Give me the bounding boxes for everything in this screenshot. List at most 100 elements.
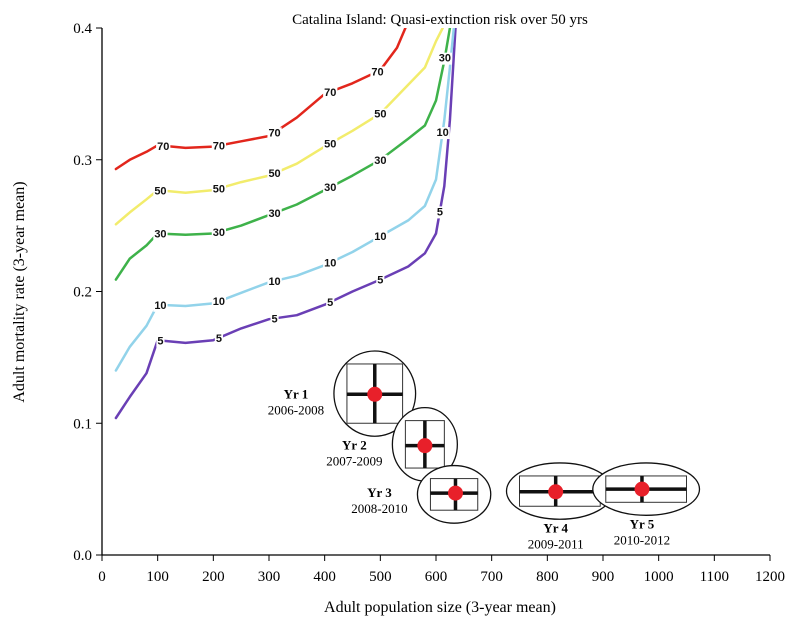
contour-label-bg bbox=[156, 335, 165, 348]
series-5 bbox=[114, 28, 457, 420]
series-line-5 bbox=[114, 28, 457, 420]
contour-label-bg bbox=[373, 108, 388, 121]
contour-label-30-5: 30 bbox=[439, 53, 451, 65]
observation-label: Yr 3 bbox=[367, 485, 392, 500]
contour-label-bg bbox=[267, 168, 282, 181]
x-tick-label: 500 bbox=[369, 569, 392, 585]
observation-point bbox=[548, 484, 564, 500]
contour-label-bg bbox=[270, 313, 279, 326]
observation-point bbox=[634, 481, 650, 497]
contour-label-70-1: 70 bbox=[213, 141, 225, 153]
observation-range: 2006-2008 bbox=[268, 402, 324, 417]
contour-label-30-2: 30 bbox=[268, 208, 280, 220]
contour-label-30-1: 30 bbox=[213, 227, 225, 239]
y-axis-label: Adult mortality rate (3-year mean) bbox=[11, 181, 28, 402]
contour-label-bg bbox=[211, 296, 227, 309]
x-tick-label: 600 bbox=[425, 569, 448, 585]
contour-label-70-0: 70 bbox=[157, 141, 169, 153]
contour-label-bg bbox=[156, 140, 171, 153]
contour-label-5-5: 5 bbox=[437, 206, 443, 218]
contour-label-50-4: 50 bbox=[374, 109, 386, 121]
x-tick-label: 0 bbox=[98, 569, 106, 585]
contour-label-bg bbox=[153, 228, 168, 241]
contour-label-bg bbox=[323, 182, 338, 195]
contour-label-5-0: 5 bbox=[157, 336, 163, 348]
contour-label-10-3: 10 bbox=[324, 258, 336, 270]
x-tick-label: 900 bbox=[592, 569, 615, 585]
chart-title: Catalina Island: Quasi-extinction risk o… bbox=[292, 12, 588, 28]
contour-label-30-4: 30 bbox=[374, 155, 386, 167]
observation-point bbox=[447, 485, 463, 501]
contour-label-10-4: 10 bbox=[374, 231, 386, 243]
contour-label-bg bbox=[326, 297, 335, 310]
contour-label-bg bbox=[153, 299, 168, 312]
y-tick-label: 0.2 bbox=[73, 285, 92, 301]
contour-label-bg bbox=[211, 226, 227, 239]
contour-label-bg bbox=[370, 66, 385, 79]
contour-label-bg bbox=[323, 138, 338, 151]
observation-range: 2007-2009 bbox=[326, 454, 382, 469]
x-tick-label: 1000 bbox=[644, 569, 674, 585]
observation-range: 2010-2012 bbox=[614, 532, 670, 547]
contour-label-10-1: 10 bbox=[213, 296, 225, 308]
contour-label-bg bbox=[376, 274, 385, 287]
series-line-30 bbox=[114, 28, 452, 281]
contour-label-bg bbox=[267, 275, 282, 288]
observation-label: Yr 1 bbox=[284, 386, 309, 401]
series-50 bbox=[114, 28, 444, 226]
contour-label-bg bbox=[267, 127, 282, 140]
axes: 0 100 200 300 400 500 600 700 800 900 1000 1100 1200… bbox=[73, 21, 785, 585]
contour-label-70-2: 70 bbox=[268, 127, 280, 139]
series-10 bbox=[114, 28, 456, 372]
contour-label-bg bbox=[373, 154, 388, 167]
x-tick-label: 800 bbox=[536, 569, 559, 585]
observation-range: 2009-2011 bbox=[528, 536, 584, 551]
observation-point bbox=[367, 386, 383, 402]
contour-label-bg bbox=[267, 207, 282, 220]
contour-label-bg bbox=[211, 183, 227, 196]
x-tick-label: 100 bbox=[146, 569, 169, 585]
series-line-10 bbox=[114, 28, 456, 372]
y-tick-label: 0.0 bbox=[73, 548, 92, 564]
series-30 bbox=[114, 28, 452, 281]
y-tick-label: 0.4 bbox=[73, 21, 92, 37]
contour-label-5-3: 5 bbox=[327, 297, 333, 309]
plot-area: 5 5 5 5 5 5 10 10 10 10 10 10 30 30 30 30 30 30 50 50 50 50 50… bbox=[114, 28, 701, 551]
contour-label-bg bbox=[373, 231, 388, 244]
contour-label-70-4: 70 bbox=[371, 66, 383, 78]
contour-label-5-4: 5 bbox=[377, 275, 383, 287]
contour-label-70-3: 70 bbox=[324, 87, 336, 99]
observation-label: Yr 4 bbox=[543, 520, 568, 535]
contour-label-bg bbox=[211, 140, 227, 153]
contour-label-5-1: 5 bbox=[216, 333, 222, 345]
contour-label-50-0: 50 bbox=[154, 185, 166, 197]
contour-label-bg bbox=[153, 185, 168, 198]
x-axis-label: Adult population size (3-year mean) bbox=[324, 599, 556, 616]
contour-label-5-2: 5 bbox=[272, 313, 278, 325]
contour-label-10-5: 10 bbox=[437, 127, 449, 139]
contour-label-bg bbox=[435, 206, 444, 219]
contour-label-bg bbox=[323, 86, 338, 99]
contour-label-30-0: 30 bbox=[154, 229, 166, 241]
observation-point bbox=[417, 438, 433, 454]
contour-label-10-0: 10 bbox=[154, 300, 166, 312]
x-tick-label: 1200 bbox=[755, 569, 785, 585]
observation-label: Yr 2 bbox=[342, 438, 367, 453]
contour-label-30-3: 30 bbox=[324, 182, 336, 194]
y-tick-label: 0.1 bbox=[73, 416, 92, 432]
observation-label: Yr 5 bbox=[630, 516, 655, 531]
x-tick-label: 300 bbox=[258, 569, 281, 585]
contour-label-bg bbox=[214, 332, 223, 345]
series-line-50 bbox=[114, 28, 444, 226]
x-tick-label: 1100 bbox=[700, 569, 729, 585]
contour-label-50-2: 50 bbox=[268, 168, 280, 180]
contour-label-50-3: 50 bbox=[324, 138, 336, 150]
contour-label-bg bbox=[435, 127, 450, 140]
x-tick-label: 700 bbox=[480, 569, 503, 585]
contour-label-10-2: 10 bbox=[268, 276, 280, 288]
